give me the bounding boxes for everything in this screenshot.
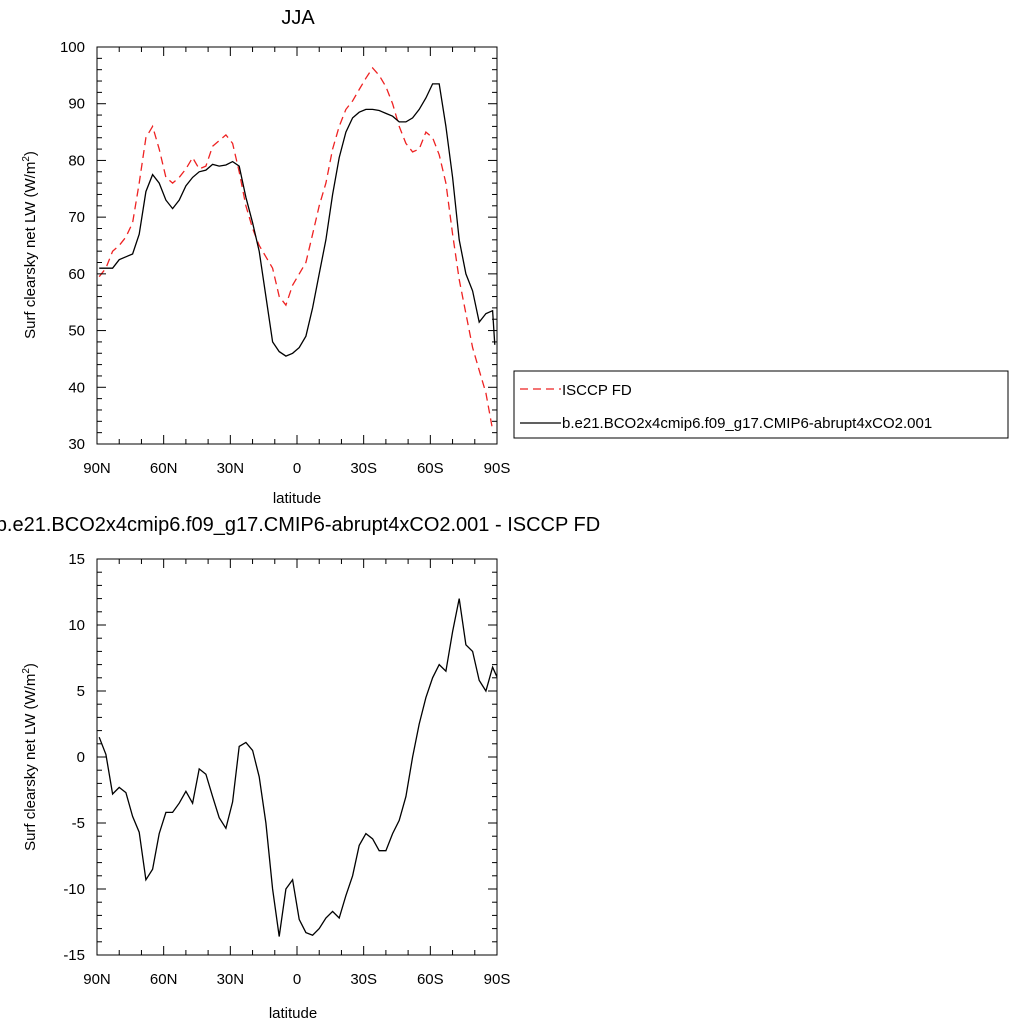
chart-top-legend: ISCCP FD b.e21.BCO2x4cmip6.f09_g17.CMIP6… xyxy=(513,370,1009,439)
chart-bottom-y-tick-label: -5 xyxy=(72,815,85,832)
chart-bottom-x-tick-label: 60N xyxy=(150,971,178,988)
chart-top-y-tick-label: 50 xyxy=(68,323,85,340)
chart-bottom-y-axis-label: Surf clearsky net LW (W/m2) xyxy=(21,663,39,851)
chart-bottom-y-tick-label: -10 xyxy=(63,881,85,898)
chart-bottom-x-tick-labels: 90N 60N 30N 0 30S 60S 90S xyxy=(83,971,510,988)
chart-top-y-tick-label: 60 xyxy=(68,266,85,283)
chart-bottom-y-axis-label-sup: 2 xyxy=(21,668,32,674)
chart-top-x-tick-label: 60N xyxy=(150,460,178,477)
legend-label-series-1: ISCCP FD xyxy=(562,382,632,399)
chart-top: JJA 90N 60N 30N 0 30S 60S 90S 30 40 50 60 70 80 90 10… xyxy=(21,7,1009,507)
chart-bottom-y-tick-label: 10 xyxy=(68,617,85,634)
chart-top-x-tick-label: 30S xyxy=(350,460,377,477)
chart-bottom-plot-frame xyxy=(96,558,498,956)
chart-top-x-tick-label: 0 xyxy=(293,460,301,477)
chart-top-x-axis-label: latitude xyxy=(273,490,321,507)
chart-top-series-line-2 xyxy=(99,83,496,357)
chart-top-x-tick-label: 90S xyxy=(484,460,511,477)
chart-bottom-x-tick-label: 30S xyxy=(350,971,377,988)
chart-top-plot-frame xyxy=(96,46,498,445)
chart-bottom-x-tick-label: 90S xyxy=(484,971,511,988)
chart-bottom-y-tick-label: 0 xyxy=(77,749,85,766)
chart-top-y-tick-label: 30 xyxy=(68,436,85,453)
chart-bottom-ticks xyxy=(96,558,498,956)
chart-bottom-y-tick-labels: -15 -10 -5 0 5 10 15 xyxy=(63,551,85,964)
chart-top-series-line-1 xyxy=(98,66,494,430)
chart-bottom-x-tick-label: 0 xyxy=(293,971,301,988)
chart-top-y-tick-label: 40 xyxy=(68,379,85,396)
chart-top-y-tick-label: 80 xyxy=(68,152,85,169)
chart-bottom-series-line-1 xyxy=(98,598,497,937)
chart-top-y-axis-label-main: Surf clearsky net LW (W/m xyxy=(22,162,39,339)
chart-bottom-y-tick-label: 15 xyxy=(68,551,85,568)
chart-bottom-y-tick-label: -15 xyxy=(63,947,85,964)
chart-top-y-axis-label: Surf clearsky net LW (W/m2) xyxy=(21,151,39,339)
chart-top-title: JJA xyxy=(281,7,315,29)
chart-top-ticks xyxy=(96,46,498,445)
chart-top-lines xyxy=(98,66,496,430)
legend-frame xyxy=(513,370,1009,439)
chart-top-x-tick-label: 90N xyxy=(83,460,111,477)
chart-bottom: b.e21.BCO2x4cmip6.f09_g17.CMIP6-abrupt4x… xyxy=(0,514,600,1022)
chart-top-y-tick-label: 70 xyxy=(68,209,85,226)
chart-bottom-y-axis-label-main: Surf clearsky net LW (W/m xyxy=(22,674,39,851)
chart-bottom-x-tick-label: 60S xyxy=(417,971,444,988)
chart-top-y-tick-labels: 30 40 50 60 70 80 90 100 xyxy=(60,39,85,453)
chart-bottom-title: b.e21.BCO2x4cmip6.f09_g17.CMIP6-abrupt4x… xyxy=(0,514,600,536)
chart-top-x-tick-label: 60S xyxy=(417,460,444,477)
chart-top-y-axis-label-close: ) xyxy=(22,151,39,156)
chart-bottom-y-axis-label-close: ) xyxy=(22,663,39,668)
chart-bottom-x-tick-label: 30N xyxy=(217,971,245,988)
chart-bottom-lines xyxy=(98,598,497,937)
legend-label-series-2: b.e21.BCO2x4cmip6.f09_g17.CMIP6-abrupt4x… xyxy=(562,415,932,432)
chart-bottom-x-axis-label: latitude xyxy=(269,1005,317,1022)
chart-bottom-x-tick-label: 90N xyxy=(83,971,111,988)
chart-top-x-tick-label: 30N xyxy=(217,460,245,477)
chart-top-y-axis-label-sup: 2 xyxy=(21,156,32,162)
chart-top-y-tick-label: 90 xyxy=(68,96,85,113)
chart-top-y-tick-label: 100 xyxy=(60,39,85,56)
chart-top-x-tick-labels: 90N 60N 30N 0 30S 60S 90S xyxy=(83,460,510,477)
chart-bottom-y-tick-label: 5 xyxy=(77,683,85,700)
